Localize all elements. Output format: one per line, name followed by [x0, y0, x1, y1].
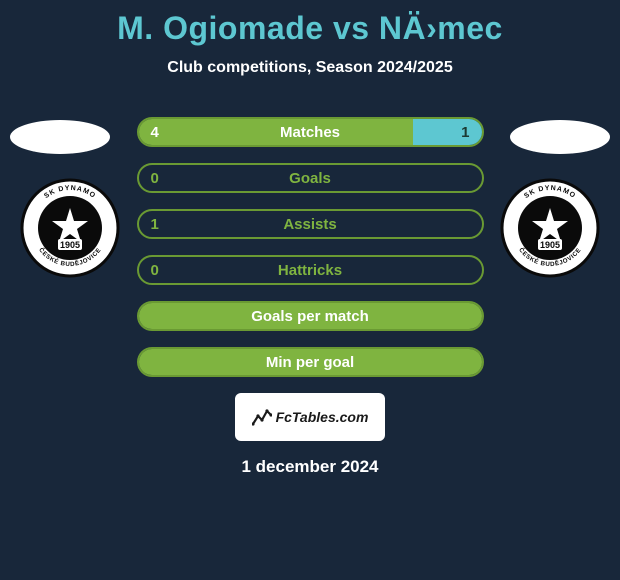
bar-label: Goals	[139, 165, 482, 191]
stat-bar-matches: Matches4 1	[137, 117, 484, 147]
stat-bar-assists: Assists1	[137, 209, 484, 239]
bar-label: Assists	[139, 211, 482, 237]
bar-value-left: 4	[151, 119, 159, 145]
bar-label: Hattricks	[139, 257, 482, 283]
player-avatar-left	[10, 120, 110, 154]
subtitle: Club competitions, Season 2024/2025	[0, 59, 620, 77]
bar-label: Matches	[139, 119, 482, 145]
stat-bar-goals-per-match: Goals per match	[137, 301, 484, 331]
stat-bars: Matches41Goals0Assists1Hattricks0Goals p…	[137, 117, 484, 377]
bar-value-left: 0	[151, 165, 159, 191]
date-line: 1 december 2024	[0, 457, 620, 477]
bar-value-left: 1	[151, 211, 159, 237]
bar-value-right: 1	[461, 119, 469, 145]
club-logo-right: SK DYNAMO ČESKÉ BUDĚJOVICE 1905	[500, 178, 600, 278]
brand-name: FcTables.com	[276, 409, 369, 425]
player-avatar-right	[510, 120, 610, 154]
page-title: M. Ogiomade vs NÄ›mec	[0, 0, 620, 47]
svg-text:1905: 1905	[60, 240, 80, 250]
chart-icon	[252, 407, 272, 427]
brand-box: FcTables.com	[235, 393, 385, 441]
stat-bar-goals: Goals0	[137, 163, 484, 193]
club-logo-left: SK DYNAMO ČESKÉ BUDĚJOVICE 1905	[20, 178, 120, 278]
bar-value-left: 0	[151, 257, 159, 283]
svg-text:1905: 1905	[540, 240, 560, 250]
stat-bar-min-per-goal: Min per goal	[137, 347, 484, 377]
bar-label: Goals per match	[139, 303, 482, 329]
bar-label: Min per goal	[139, 349, 482, 375]
stat-bar-hattricks: Hattricks0	[137, 255, 484, 285]
